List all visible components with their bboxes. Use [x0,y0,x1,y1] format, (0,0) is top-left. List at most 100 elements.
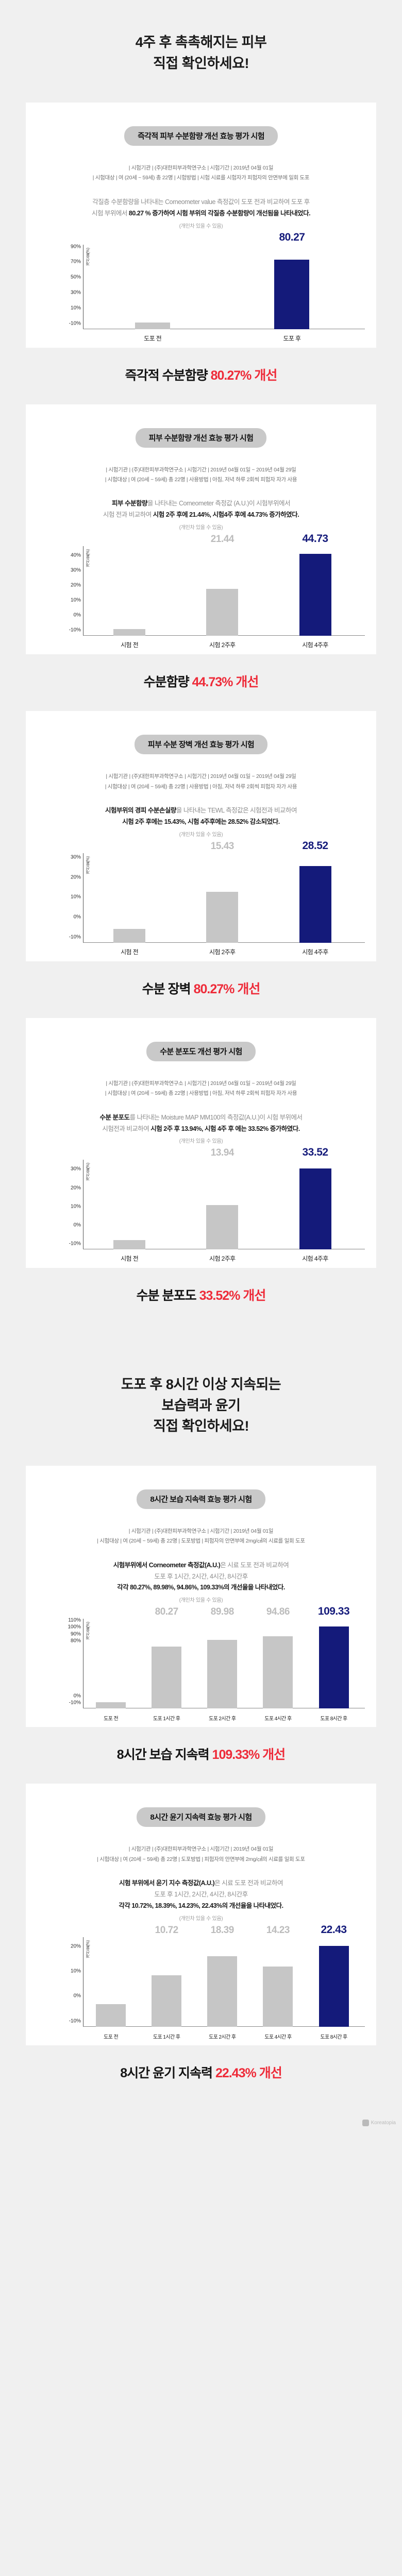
card-5-desc-bold: 각각 10.72%, 18.39%, 14.23%, 22.43%의 개선율을 … [119,1902,283,1909]
card-2-title-wrap: 피부 수분 장벽 개선 효능 평가 시험 [37,711,365,755]
card-3-meta: | 시험기관 | (주)대한피부과학연구소 | 시험기간 | 2019년 04월… [37,1079,365,1099]
result-4-plain: 8시간 보습 지속력 [116,1748,212,1762]
chart-bar-group: 89.98 [207,1606,238,1709]
card-5-title: 8시간 윤기 지속력 효능 평가 시험 [137,1807,265,1827]
chart-y-tick: 30% [71,567,81,573]
result-5-highlight: 22.43% 개선 [215,2065,282,2080]
chart-y-tick: 10% [71,1968,81,1974]
watermark-label: Koreatopia [371,2120,396,2126]
card-3-desc-plain2: 시험전과 비교하여 [102,1125,151,1132]
chart-x-tick-label: 도포 1시간 후 [153,1716,180,1722]
card-2-title: 피부 수분 장벽 개선 효능 평가 시험 [134,735,268,755]
chart-bar: 14.23 [263,1925,293,2027]
section2-heading: 도포 후 8시간 이상 지속되는 보습력과 윤기 직접 확인하세요! [0,1374,402,1466]
chart-bar-group: 14.23 [263,1925,293,2027]
card-3-meta-line2: | 시험대상 | 여 (20세 ~ 59세) 총 22명 | 사용방법 | 아침… [105,1090,297,1097]
chart-bar [113,1240,146,1250]
card-3-title: 수분 분포도 개선 평가 시험 [146,1041,256,1061]
test-card-2: 피부 수분 장벽 개선 효능 평가 시험 | 시험기관 | (주)대한피부과학연… [26,711,376,961]
card-4-title-wrap: 8시간 보습 지속력 효능 평가 시험 [37,1466,365,1509]
chart-x-tick-label: 도포 1시간 후 [153,2034,180,2040]
card-3-desc-plain1: 를 나타내는 Moisture MAP MM100의 측정값(A.U.)이 시험… [129,1113,303,1121]
chart-y-tick: 30% [71,854,81,860]
chart-bar-value-label: 89.98 [210,1606,234,1618]
card-0-meta: | 시험기관 | (주)대한피부과학연구소 | 시험기간 | 2019년 04월… [37,163,365,183]
chart-y-tick: -10% [69,2018,81,2024]
test-card-3: 수분 분포도 개선 평가 시험 | 시험기관 | (주)대한피부과학연구소 | … [26,1018,376,1268]
result-0-highlight: 80.27% 개선 [210,368,278,383]
chart-bar-group: 33.52 [299,1146,331,1250]
chart-bar [96,2004,126,2027]
chart-bar-highlight: 28.52 [299,840,331,943]
test-card-5: 8시간 윤기 지속력 효능 평가 시험 | 시험기관 | (주)대한피부과학연구… [26,1784,376,2045]
test-card-0: 즉각적 피부 수분함량 개선 효능 평가 시험 | 시험기관 | (주)대한피부… [26,103,376,348]
card-0-desc-plain1: 각질층 수분함량을 나타내는 Corneometer value 측정값이 도포… [92,198,310,206]
chart-bar-group: 21.44 [206,534,239,636]
card-3-desc-lead: 수분 분포도 [99,1113,130,1121]
card-2-desc-lead: 시험부위의 경피 수분손실량 [105,807,176,815]
chart-y-tick: -10% [69,320,81,327]
section1-heading-line1: 4주 후 촉촉해지는 피부 [135,35,267,50]
chart-bar-highlight: 109.33 [318,1605,350,1709]
result-1-wrap: 수분함량 44.73% 개선 [0,654,402,711]
chart-y-tick: 10% [71,894,81,900]
chart-bar: 10.72 [152,1925,182,2027]
card-5-meta: | 시험기관 | (주)대한피부과학연구소 | 시험기간 | 2019년 04월… [37,1844,365,1865]
chart-bar-group: 80.27 [274,231,310,329]
card-1-title-wrap: 피부 수분함량 개선 효능 평가 시험 [37,404,365,448]
chart-y-tick: 40% [71,552,81,558]
card-0-title-wrap: 즉각적 피부 수분함량 개선 효능 평가 시험 [37,103,365,146]
card-5-description: 시험 부위에서 윤기 지수 측정값(A.U.)은 시료 도포 전과 비교하여 도… [37,1878,365,1912]
chart-bar-group: 44.73 [299,533,331,636]
chart-x-tick-label: 도포 전 [144,334,162,342]
chart-bars: 10.72 18.39 14.23 22.43 [83,1924,362,2027]
chart-x-tick-label: 시험 전 [121,948,139,956]
chart-x-tick-label: 도포 2시간 후 [209,1716,236,1722]
card-3-description: 수분 분포도를 나타내는 Moisture MAP MM100의 측정값(A.U… [37,1112,365,1135]
result-2-plain: 수분 장벽 [142,981,194,996]
card-2-meta: | 시험기관 | (주)대한피부과학연구소 | 시험기간 | 2019년 04월… [37,772,365,792]
chart-y-tick: 100% [68,1624,81,1630]
chart-2: 개선율(%) 30% 20% 10% 0% -10% 15.43 28.52 시험 전 시험 2주… [37,840,365,956]
chart-y-tick: 30% [71,290,81,296]
card-2-desc-bold: 시험 2주 후에는 15.43%, 시험 4주후에는 28.52% 감소되었다. [122,818,280,825]
chart-bar-group: 94.86 [263,1606,293,1709]
chart-y-tick: 0% [73,914,81,920]
section-divider-spacer [0,1325,402,1374]
chart-y-tick: 0% [73,1222,81,1228]
card-4-desc-bold: 각각 80.27%, 89.98%, 94.86%, 109.33%의 개선율을… [117,1584,285,1591]
chart-y-tick: 0% [73,1993,81,1999]
chart-bar-value-label: 33.52 [302,1146,329,1159]
card-4-note: (개인차 있을 수 있음) [179,1598,223,1604]
chart-bar: 94.86 [263,1606,293,1709]
card-4-meta-line1: | 시험기관 | (주)대한피부과학연구소 | 시험기간 | 2019년 04월… [128,1528,274,1534]
chart-x-labels: 도포 전 도포 1시간 후 도포 2시간 후 도포 4시간 후 도포 8시간 후 [83,1714,362,1722]
chart-bar-value-label: 80.27 [279,231,305,243]
result-2-highlight: 80.27% 개선 [193,981,261,996]
card-4-desc-lead: 시험부위에서 Corneometer 측정값(A.U.) [113,1561,221,1569]
card-1-desc-bold: 시험 2주 후에 21.44%, 시험4주 후에 44.73% 증가하였다. [153,511,299,519]
card-5-title-wrap: 8시간 윤기 지속력 효능 평가 시험 [37,1784,365,1827]
chart-x-tick-label: 시험 전 [121,641,139,649]
chart-bar-group: 22.43 [319,1924,349,2027]
card-2-note: (개인차 있을 수 있음) [179,832,223,838]
chart-y-tick: 70% [71,259,81,265]
chart-bar [135,322,171,329]
chart-bar-value-label: 22.43 [321,1923,347,1936]
chart-bar-group [113,853,146,943]
chart-5: 개선율(%) 20% 10% 0% -10% 10.72 18.39 14.23 22.43 도포… [37,1924,365,2040]
chart-y-tick: 0% [73,1693,81,1699]
chart-bar: 15.43 [206,841,239,943]
chart-x-tick-label: 시험 4주후 [302,1255,328,1263]
chart-bar-group: 80.27 [152,1606,182,1709]
chart-0: 개선율(%) 90% 70% 50% 30% 10% -10% 80.27 도포 전 도포 후 [37,231,365,343]
chart-x-labels: 도포 전 도포 1시간 후 도포 2시간 후 도포 4시간 후 도포 8시간 후 [83,2032,362,2040]
chart-y-tick: 20% [71,1943,81,1950]
chart-bar-value-label: 28.52 [302,839,329,852]
logo-icon [362,2120,369,2127]
chart-bars: 21.44 44.73 [83,533,362,636]
card-2-meta-line2: | 시험대상 | 여 (20세 ~ 59세) 총 22명 | 사용방법 | 아침… [105,783,297,790]
watermark: Koreatopia [362,2120,396,2127]
chart-x-tick-label: 시험 2주후 [209,641,236,649]
chart-bar-value-label: 44.73 [302,533,329,545]
